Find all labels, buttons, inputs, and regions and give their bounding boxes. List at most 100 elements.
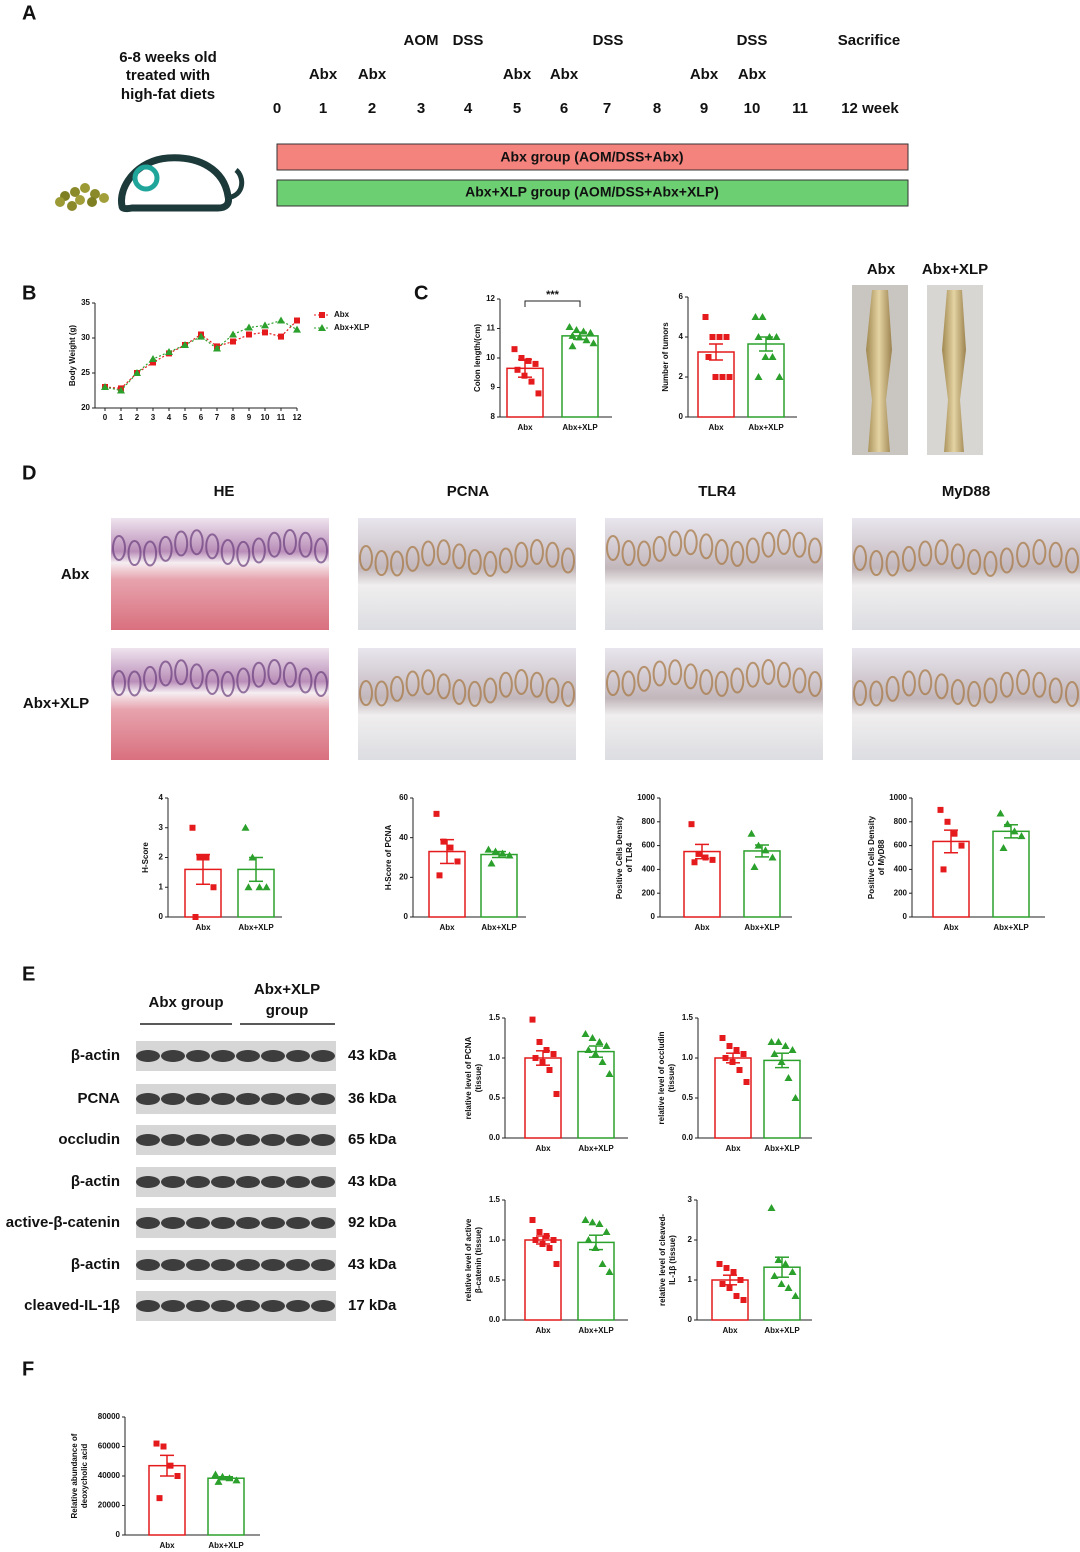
data-point — [532, 360, 539, 367]
blot-band — [311, 1176, 335, 1188]
crypt — [374, 550, 389, 577]
data-point — [777, 1058, 786, 1065]
data-point — [605, 1070, 614, 1077]
bar — [524, 1239, 562, 1321]
event-label: DSS — [593, 32, 624, 49]
data-point — [150, 359, 156, 366]
data-point — [241, 823, 250, 831]
histology-image — [852, 648, 1080, 760]
data-point — [781, 1260, 790, 1267]
crypt — [1048, 541, 1063, 568]
data-point — [521, 372, 528, 379]
blot-band — [236, 1050, 260, 1062]
data-point — [723, 334, 730, 340]
significance-bracket — [524, 300, 581, 307]
data-point — [784, 1074, 793, 1081]
data-point — [579, 327, 588, 335]
crypt — [514, 669, 529, 696]
crypt — [205, 668, 220, 695]
crypt — [934, 539, 949, 566]
x-tick-label: Abx — [725, 1144, 741, 1153]
y-tick-label: 1.0 — [682, 1053, 694, 1062]
crypt — [761, 531, 776, 558]
data-point — [546, 1245, 553, 1251]
x-tick-label: Abx — [722, 1326, 738, 1335]
histology-labels: HE PCNA TLR4 MyD88 Abx Abx+XLP — [23, 483, 990, 712]
event-label: AOM — [404, 32, 439, 49]
data-point — [598, 1260, 607, 1267]
colon-photos: Abx Abx+XLP — [852, 261, 988, 455]
colon — [942, 290, 966, 452]
bar — [577, 1241, 615, 1321]
blot-band — [236, 1176, 260, 1188]
crypt — [683, 663, 698, 690]
x-tick-label: 4 — [167, 413, 172, 422]
data-point — [588, 1218, 597, 1226]
y-tick-label: 11 — [487, 324, 496, 333]
data-point — [181, 341, 189, 348]
blot-band — [186, 1050, 210, 1062]
data-point — [767, 1038, 776, 1045]
data-point — [709, 334, 716, 340]
data-point — [781, 1042, 790, 1049]
crypt — [529, 671, 544, 698]
data-point — [213, 344, 221, 352]
data-point — [940, 866, 947, 873]
stain-label: PCNA — [447, 483, 490, 500]
y-tick-label: 0 — [679, 412, 684, 421]
blot-band — [236, 1134, 260, 1146]
x-tick-label: Abx+XLP — [208, 1541, 244, 1550]
crypt — [983, 550, 998, 577]
crypt — [1065, 547, 1079, 574]
histology-image — [852, 518, 1080, 630]
data-point — [1010, 827, 1019, 835]
y-tick-label: 1.5 — [489, 1013, 501, 1022]
crypt — [967, 680, 982, 707]
crypt — [714, 538, 729, 565]
data-point — [740, 1297, 747, 1303]
row-label: Abx — [61, 566, 90, 583]
data-point — [951, 830, 958, 837]
blot-band — [161, 1093, 185, 1105]
histology-image — [111, 648, 329, 760]
blot-band — [286, 1134, 310, 1146]
y-axis-label: (tissue) — [474, 1063, 483, 1092]
bar — [561, 335, 599, 418]
data-point — [591, 1050, 600, 1057]
blot-band — [311, 1259, 335, 1271]
row-label: Abx+XLP — [23, 695, 89, 712]
crypt — [220, 538, 235, 565]
blot-band — [211, 1134, 235, 1146]
x-tick-label: 12 — [293, 413, 302, 422]
y-tick-label: 20 — [81, 403, 90, 412]
y-axis-label: β-catenin (tissue) — [474, 1227, 483, 1294]
error-bar — [160, 1454, 174, 1477]
blot-band — [236, 1259, 260, 1271]
crypt — [934, 673, 949, 700]
data-point — [761, 846, 770, 854]
blot-size: 92 kDa — [348, 1214, 397, 1231]
data-point — [754, 841, 763, 849]
crypt — [792, 531, 807, 558]
timeline: 6-8 weeks old treated with high-fat diet… — [55, 32, 909, 213]
y-tick-label: 800 — [642, 817, 656, 826]
data-point — [277, 316, 285, 324]
x-tick-label: Abx+XLP — [481, 923, 517, 932]
data-point — [733, 1047, 740, 1053]
crypt — [189, 663, 204, 690]
data-point — [705, 354, 712, 360]
event-label: Sacrifice — [838, 32, 901, 49]
blot-band — [311, 1134, 335, 1146]
data-point — [529, 1016, 536, 1023]
x-tick-label: Abx — [517, 423, 533, 432]
blot-label: cleaved-IL-1β — [24, 1297, 120, 1314]
x-tick-label: 5 — [183, 413, 188, 422]
blot-size: 65 kDa — [348, 1131, 397, 1148]
x-tick-label: 10 — [261, 413, 270, 422]
data-point — [598, 1058, 607, 1065]
data-point — [695, 850, 702, 857]
crypt — [545, 541, 560, 568]
blot-band — [211, 1300, 235, 1312]
data-point — [729, 1059, 736, 1065]
data-point — [546, 1067, 553, 1073]
